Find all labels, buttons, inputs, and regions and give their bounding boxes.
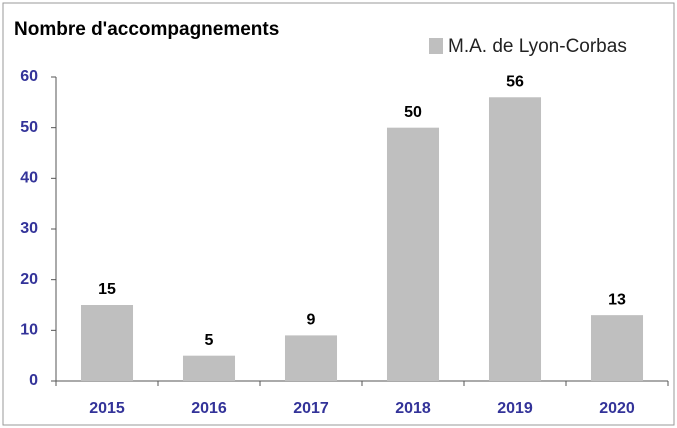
bar [590,315,644,381]
x-tick-label: 2015 [89,400,125,417]
legend-label: M.A. de Lyon-Corbas [448,36,627,57]
y-tick-label: 50 [20,119,38,136]
bar [488,97,542,382]
legend-swatch [429,38,443,54]
y-tick-label: 60 [20,68,38,85]
data-label: 50 [404,104,422,121]
chart-title: Nombre d'accompagnements [14,19,279,40]
bar [80,305,134,381]
y-tick-label: 20 [20,271,38,288]
data-label: 13 [608,291,626,308]
x-tick-label: 2017 [293,400,329,417]
y-tick-label: 0 [29,372,38,389]
y-tick-label: 30 [20,220,38,237]
data-label: 9 [307,312,316,329]
data-label: 15 [98,281,116,298]
bar [386,127,440,382]
y-tick-label: 40 [20,170,38,187]
data-label: 5 [205,332,214,349]
bar [284,335,338,381]
y-tick-label: 10 [20,322,38,339]
bar [182,355,236,381]
x-tick-label: 2019 [497,400,533,417]
x-tick-label: 2018 [395,400,431,417]
data-label: 56 [506,73,524,90]
x-tick-label: 2020 [599,400,635,417]
x-tick-label: 2016 [191,400,227,417]
